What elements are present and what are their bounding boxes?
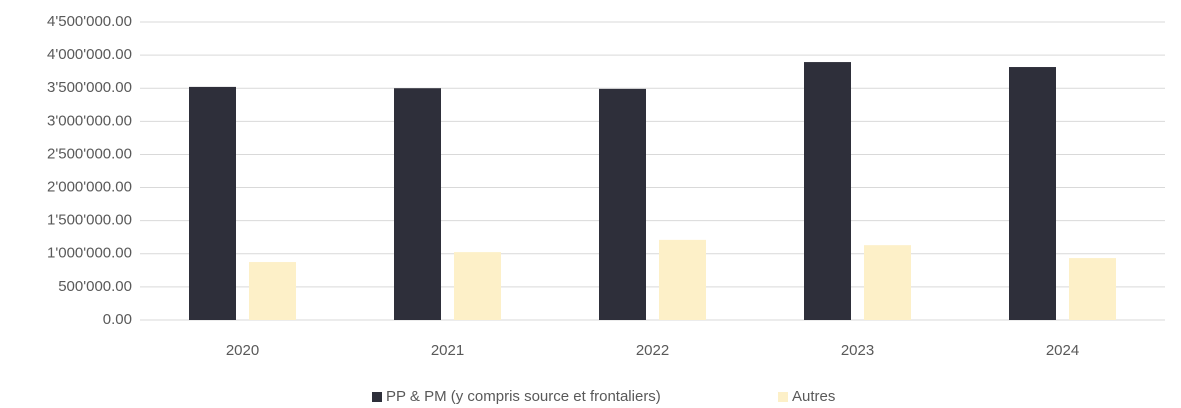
x-tick-label: 2023: [841, 342, 874, 359]
y-tick-label: 4'500'000.00: [47, 13, 132, 30]
bar: [804, 62, 851, 320]
bar: [599, 88, 646, 320]
y-tick-label: 0.00: [103, 311, 132, 328]
y-tick-label: 2'500'000.00: [47, 145, 132, 162]
y-tick-label: 1'000'000.00: [47, 245, 132, 262]
bar: [1069, 258, 1116, 320]
y-tick-label: 4'000'000.00: [47, 46, 132, 63]
y-tick-label: 2'000'000.00: [47, 179, 132, 196]
bar: [249, 262, 296, 320]
x-tick-label: 2021: [431, 342, 464, 359]
y-tick-label: 3'000'000.00: [47, 112, 132, 129]
bar: [1009, 67, 1056, 320]
bar: [454, 252, 501, 320]
bar: [189, 86, 236, 320]
legend-label: Autres: [792, 388, 835, 405]
bar: [864, 245, 911, 320]
bar: [659, 239, 706, 320]
legend-label: PP & PM (y compris source et frontaliers…: [386, 388, 661, 405]
legend-swatch: [778, 392, 788, 402]
x-tick-label: 2020: [226, 342, 259, 359]
y-tick-label: 1'500'000.00: [47, 212, 132, 229]
y-tick-label: 500'000.00: [58, 278, 132, 295]
bar: [394, 88, 441, 320]
legend-swatch: [372, 392, 382, 402]
y-tick-label: 3'500'000.00: [47, 79, 132, 96]
x-tick-label: 2022: [636, 342, 669, 359]
x-tick-label: 2024: [1046, 342, 1079, 359]
